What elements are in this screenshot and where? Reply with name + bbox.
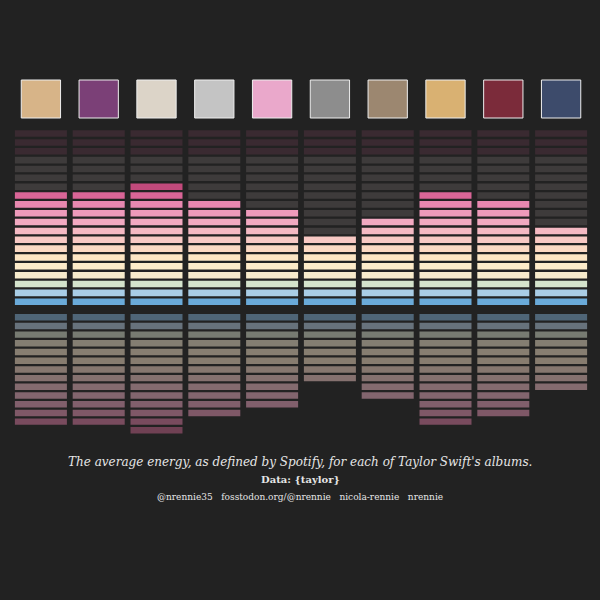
svg-text:@nrennie35 fosstodon.org/@nr: @nrennie35 fosstodon.org/@nrennie nicola… xyxy=(157,492,443,502)
svg-text:The average energy, as defined: The average energy, as defined by Spotif… xyxy=(68,455,532,469)
svg-text:Data: {taylor}: Data: {taylor} xyxy=(261,474,340,485)
